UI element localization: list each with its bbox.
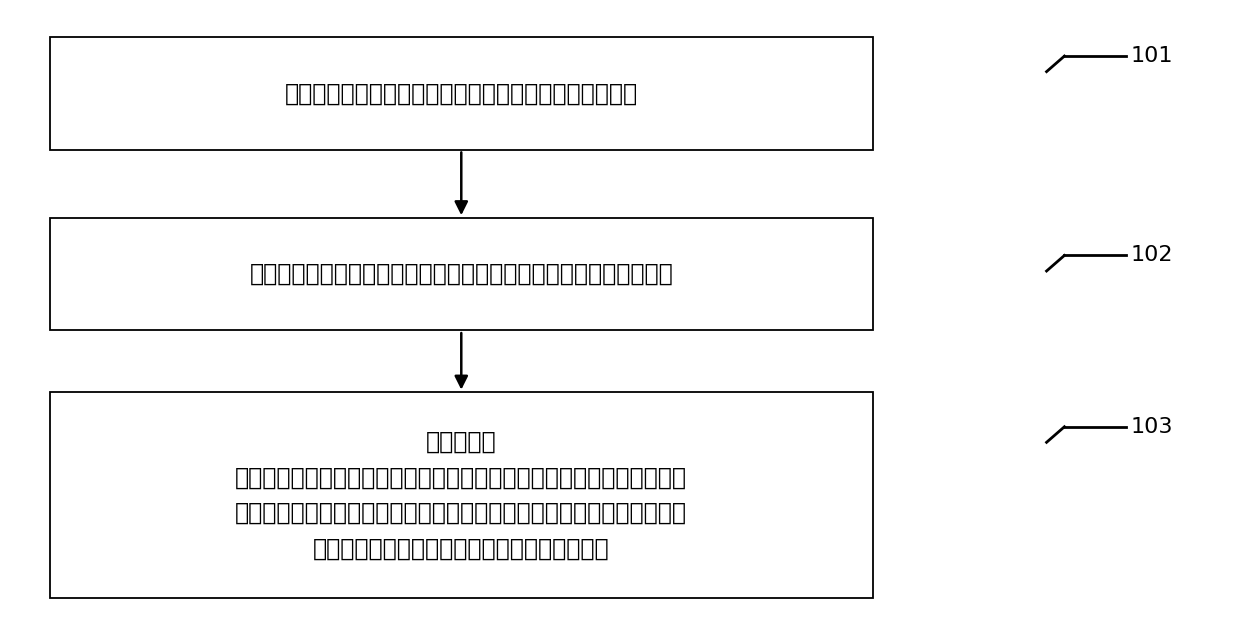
Bar xyxy=(50,392,873,598)
Text: 对所述目标车辆经过交通卡口的所述过车轨迹进行分割，得到卡口对: 对所述目标车辆经过交通卡口的所述过车轨迹进行分割，得到卡口对 xyxy=(249,262,673,286)
Text: 获取各个卡
口对在指定时间段内的过车数据，对所述过车数据进行计算分析，获得各
个卡口对的动态阈值以及所述目标车辆经过各个卡口对的用时，判断所述
目标车辆是否在某: 获取各个卡 口对在指定时间段内的过车数据，对所述过车数据进行计算分析，获得各 个… xyxy=(236,430,687,560)
Text: 101: 101 xyxy=(1131,46,1173,66)
Text: 获取目标车辆按照时间先后顺序经过交通卡口的过车轨迹: 获取目标车辆按照时间先后顺序经过交通卡口的过车轨迹 xyxy=(285,82,637,105)
Text: 103: 103 xyxy=(1131,417,1173,437)
Text: 102: 102 xyxy=(1131,245,1173,265)
Bar xyxy=(50,37,873,150)
Bar xyxy=(50,218,873,330)
